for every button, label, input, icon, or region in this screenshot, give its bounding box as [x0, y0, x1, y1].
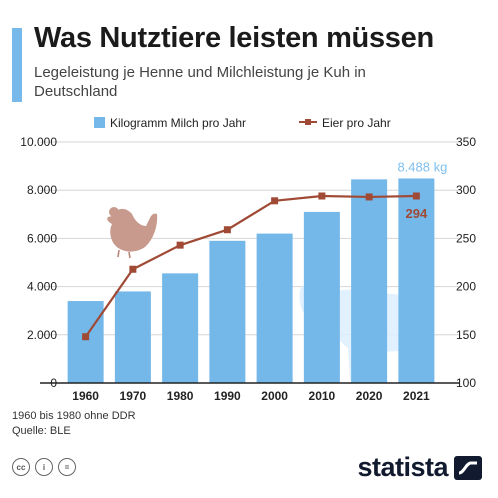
brand-logo[interactable]: statista — [357, 452, 482, 483]
x-tick-label: 1970 — [120, 389, 147, 403]
x-tick-label: 2010 — [309, 389, 336, 403]
legend-bar-swatch — [94, 117, 105, 128]
right-tick-label: 300 — [456, 183, 476, 197]
bar — [256, 233, 293, 383]
footnote-note: 1960 bis 1980 ohne DDR — [12, 410, 136, 422]
x-tick-label: 1980 — [167, 389, 194, 403]
left-tick-label: 2.000 — [27, 328, 57, 342]
legend-line-label: Eier pro Jahr — [322, 116, 391, 130]
title-accent-bar — [12, 28, 22, 102]
gridlines — [40, 141, 460, 336]
footnote: 1960 bis 1980 ohne DDR Quelle: BLE — [12, 409, 136, 439]
line-marker — [365, 193, 373, 201]
bar — [351, 179, 388, 383]
no-derivatives-icon[interactable]: = — [58, 458, 76, 476]
cc-icon[interactable]: cc — [12, 458, 30, 476]
footnote-source: Quelle: BLE — [12, 425, 71, 437]
right-tick-label: 200 — [456, 280, 476, 294]
legend-background — [84, 114, 384, 132]
line-marker — [318, 192, 326, 200]
bar — [114, 291, 151, 383]
license-icons: cc i = — [12, 458, 76, 476]
hen-icon — [107, 207, 158, 259]
right-tick-label: 350 — [456, 135, 476, 149]
legend-line-marker — [305, 119, 311, 125]
line-marker — [223, 226, 231, 234]
bar — [162, 273, 199, 383]
x-tick-label: 2020 — [356, 389, 383, 403]
bar-value-label: 8.488 kg — [397, 159, 447, 174]
x-tick-label: 2021 — [403, 389, 430, 403]
left-tick-label: 6.000 — [27, 231, 57, 245]
brand-name: statista — [357, 452, 448, 482]
line-marker — [271, 197, 279, 205]
left-tick-label: 10.000 — [20, 135, 57, 149]
legend-bar-label: Kilogramm Milch pro Jahr — [110, 116, 246, 130]
right-tick-label: 100 — [456, 376, 476, 390]
line-marker — [129, 265, 137, 273]
chart-subtitle: Legeleistung je Henne und Milchleistung … — [34, 64, 366, 100]
x-tick-label: 1990 — [214, 389, 241, 403]
annotations: 8.488 kg 294 — [397, 159, 447, 221]
chart-title: Was Nutztiere leisten müssen — [34, 22, 434, 54]
bar — [303, 211, 340, 383]
bar — [67, 301, 104, 383]
right-tick-label: 250 — [456, 231, 476, 245]
line-marker — [82, 333, 90, 341]
line-marker — [176, 241, 184, 249]
left-tick-label: 4.000 — [27, 280, 57, 294]
left-tick-label: 8.000 — [27, 183, 57, 197]
statista-logo-icon — [454, 455, 482, 480]
bar — [398, 178, 435, 383]
line-marker — [412, 192, 420, 200]
right-tick-label: 150 — [456, 328, 476, 342]
bar-series — [67, 178, 435, 383]
line-series — [82, 192, 420, 341]
x-tick-label: 2000 — [261, 389, 288, 403]
x-tick-label: 1960 — [72, 389, 99, 403]
attribution-icon[interactable]: i — [35, 458, 53, 476]
legend: Kilogramm Milch pro Jahr Eier pro Jahr — [84, 114, 391, 132]
line-value-label: 294 — [406, 206, 428, 221]
line-path — [84, 194, 417, 338]
bar — [209, 240, 246, 383]
